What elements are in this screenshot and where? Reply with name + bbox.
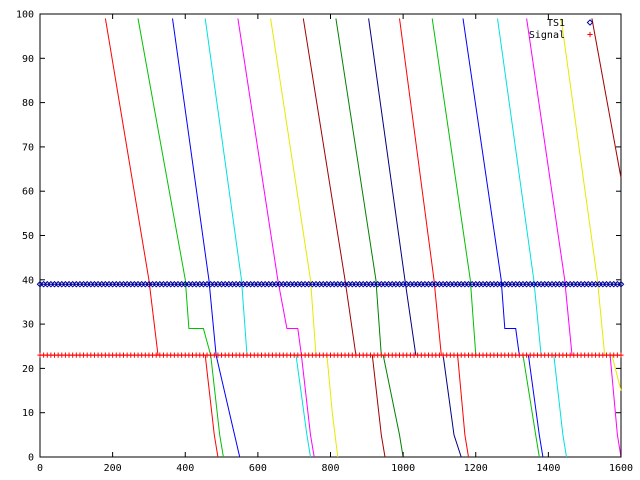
signal-point [618,352,624,358]
series-line [611,354,622,391]
series-line [295,355,311,458]
axis-layer: 0 200 400 600 800 1000 1200 1400 1600 0 10 20 30 40 50… [16,10,633,475]
y-tick-label: 60 [22,187,34,198]
series-line [204,18,248,356]
series-line [270,18,317,356]
series-line [382,354,404,458]
y-tick-label: 50 [22,231,34,242]
series-line [371,355,386,458]
series-line [368,18,417,356]
y-tick-label: 80 [22,98,34,109]
legend-item-ts1: TS1 [547,18,594,29]
x-tick-label: 0 [37,463,43,474]
series-line [553,355,567,458]
series-line [326,355,339,458]
series-line [527,355,544,458]
series-line [497,18,542,356]
x-tick-label: 800 [321,463,339,474]
legend-label-signal: Signal [529,30,565,41]
series-line [431,18,477,356]
x-tick-label: 1200 [464,463,488,474]
ts1-point [617,280,625,288]
legend-item-signal: Signal [529,30,593,41]
x-tick-label: 1400 [536,463,560,474]
series-line [457,355,469,458]
x-tick-label: 1000 [391,463,415,474]
y-tick-label: 20 [22,364,34,375]
y-tick-label: 0 [28,453,34,464]
series-line [302,18,357,356]
legend-label-ts1: TS1 [547,18,565,29]
x-tick-label: 200 [104,463,122,474]
series-line [526,18,573,356]
legend-swatch-signal [587,31,593,38]
series-line [442,355,462,458]
horizontal-series-layer [36,280,625,358]
y-tick-label: 30 [22,320,34,331]
y-tick-label: 90 [22,54,34,65]
y-tick-label: 100 [16,10,34,21]
series-line [137,18,212,356]
y-tick-label: 70 [22,142,34,153]
series-line [399,18,442,356]
series-line [335,18,382,356]
series-line [300,355,315,458]
legend-swatch-ts1 [586,19,594,26]
legend: TS1 Signal [529,18,594,41]
y-tick-label: 10 [22,408,34,419]
data-layer [104,18,622,458]
series-line [104,18,159,356]
x-tick-label: 600 [249,463,267,474]
series-line [591,18,622,178]
series-line [215,354,241,458]
series-line [172,18,217,356]
series-line [204,355,219,458]
series-line [522,355,540,458]
series-line [609,355,622,458]
x-tick-label: 400 [176,463,194,474]
series-line [210,355,224,458]
series-line [560,18,606,356]
y-tick-label: 40 [22,275,34,286]
series-line [462,18,520,356]
x-tick-label: 1600 [609,463,633,474]
series-line [237,18,302,356]
